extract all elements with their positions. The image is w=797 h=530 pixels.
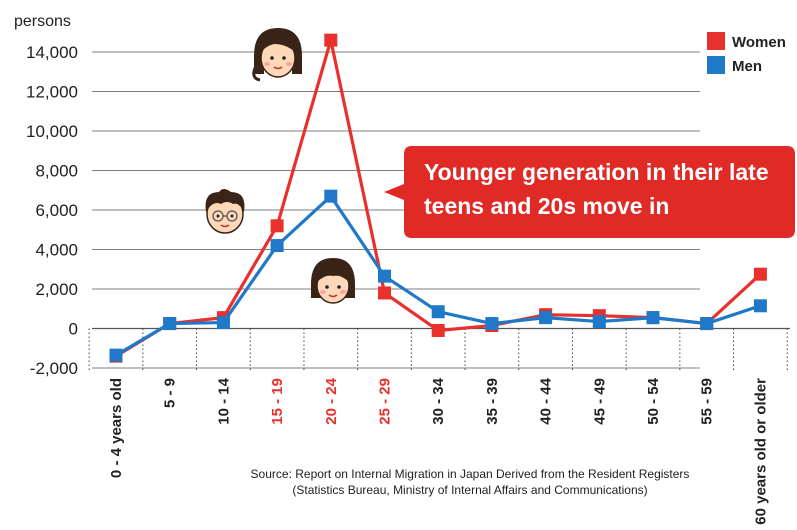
legend-label-women: Women	[732, 34, 786, 51]
y-tick-label: 0	[69, 320, 78, 339]
y-tick-label: 2,000	[35, 280, 78, 299]
x-tick-label: 40 - 44	[538, 377, 555, 424]
x-tick-label: 10 - 14	[215, 377, 232, 424]
x-tick-label: 0 - 4 years old	[108, 378, 125, 478]
data-point-men	[270, 239, 284, 253]
data-point-men	[109, 348, 123, 362]
girl-face-icon	[311, 258, 355, 304]
x-tick-label: 50 - 54	[645, 377, 662, 424]
y-axis-tick-labels: -2,000 0 2,000 4,000 6,000 8,000 10,000 12,000 1…	[26, 43, 78, 378]
source-line-1: Source: Report on Internal Migration in …	[250, 467, 690, 481]
data-point-women	[324, 33, 338, 47]
legend: Women Men	[707, 32, 786, 75]
y-axis-unit-label: persons	[14, 13, 71, 30]
y-tick-label: 6,000	[35, 201, 78, 220]
data-point-women	[378, 286, 391, 300]
y-tick-label: 12,000	[26, 83, 78, 102]
legend-label-men: Men	[732, 58, 762, 75]
x-tick-label: 25 - 29	[377, 378, 394, 425]
x-tick-label: 35 - 39	[484, 378, 501, 425]
data-point-men	[592, 315, 606, 329]
x-tick-label: 60 years old or older	[752, 378, 769, 525]
annotation-callout: Younger generation in their late teens a…	[384, 146, 795, 238]
woman-face-icon	[252, 28, 302, 82]
data-point-men	[700, 317, 714, 331]
y-tick-label: 14,000	[26, 43, 78, 62]
callout-line-1: Younger generation in their late	[424, 159, 769, 185]
data-point-men	[163, 317, 177, 331]
legend-swatch-men	[707, 56, 725, 74]
data-point-men	[324, 189, 338, 203]
x-tick-label: 30 - 34	[430, 377, 447, 424]
data-point-women	[270, 219, 284, 233]
data-point-men	[485, 317, 499, 331]
data-point-men	[378, 269, 391, 283]
x-tick-label: 20 - 24	[323, 377, 340, 424]
y-tick-label: 8,000	[35, 162, 78, 181]
series-layer	[109, 33, 767, 363]
data-point-men	[539, 311, 553, 325]
data-point-men	[431, 305, 445, 319]
grid-lines	[92, 51, 790, 369]
source-note: Source: Report on Internal Migration in …	[200, 466, 740, 498]
y-tick-label: -2,000	[30, 359, 78, 378]
legend-swatch-women	[707, 32, 725, 50]
data-point-men	[216, 316, 230, 330]
x-tick-label: 15 - 19	[269, 378, 286, 425]
y-tick-label: 10,000	[26, 122, 78, 141]
category-separators	[88, 328, 788, 372]
callout-bubble	[384, 146, 795, 238]
y-tick-label: 4,000	[35, 241, 78, 260]
data-point-women	[431, 323, 445, 337]
data-point-men	[646, 311, 660, 325]
data-point-men	[753, 299, 767, 313]
x-tick-label: 55 - 59	[699, 378, 716, 425]
data-point-women	[753, 267, 767, 281]
man-face-icon	[205, 189, 245, 234]
x-tick-label: 45 - 49	[591, 378, 608, 425]
source-line-2: (Statistics Bureau, Ministry of Internal…	[292, 483, 648, 497]
x-axis-category-labels: 0 - 4 years old 5 - 9 10 - 14 15 - 19 20 - 2…	[108, 377, 769, 524]
callout-line-2: teens and 20s move in	[424, 193, 669, 219]
x-tick-label: 5 - 9	[162, 378, 179, 408]
